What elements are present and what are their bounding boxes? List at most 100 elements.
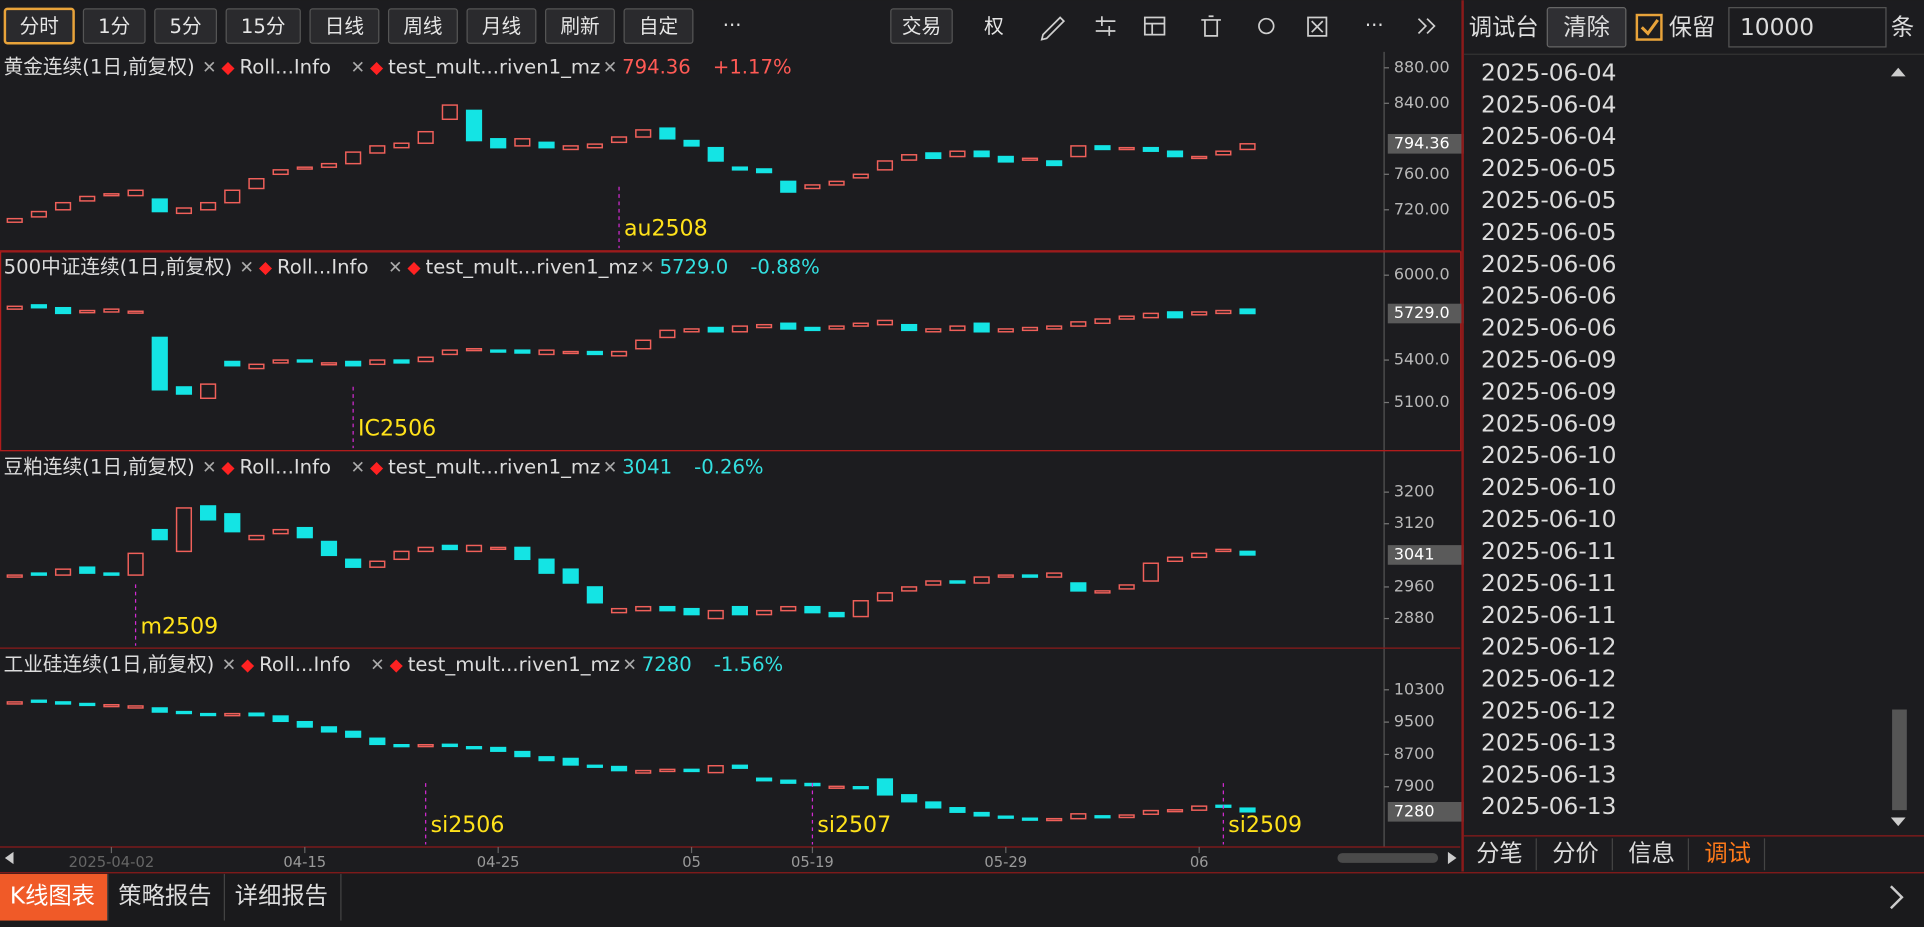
candle-body [973,322,990,333]
candle-body [272,528,289,535]
keep-checkbox[interactable] [1635,13,1663,41]
scroll-right[interactable] [1447,851,1457,865]
remove-indicator[interactable]: ✕ [622,655,636,675]
remove-indicator[interactable]: ✕ [388,258,402,278]
period-button[interactable] [623,8,694,44]
icon-settings[interactable] [1095,16,1116,36]
log-line: 2025-06-04 [1481,59,1616,86]
candle-body [828,785,845,789]
bottom-tab-label: 详细报告 [235,883,328,910]
candle-body [224,712,241,717]
bottom-tab[interactable] [108,873,224,921]
candle-body [925,152,942,160]
candle-body [755,168,773,174]
indicator-name[interactable]: test_mult...riven1_mz [408,653,620,676]
period-button[interactable] [82,8,146,44]
icon-draw[interactable] [1040,16,1066,41]
trade-button[interactable] [890,8,953,44]
candle-body [610,607,628,614]
remove-indicator[interactable]: ✕ [222,655,236,675]
candle-body [780,322,797,330]
console-tab[interactable]: 信息 [1628,840,1675,867]
candle-body [1046,325,1063,330]
indicator-name[interactable]: Roll...Info [240,55,332,78]
candle-body [54,701,72,705]
indicator-name[interactable]: test_mult...riven1_mz [388,455,600,478]
y-tick-label: 760.00 [1394,164,1450,183]
candle-body [224,189,241,204]
candle-body [1215,548,1232,553]
count-input[interactable] [1728,7,1887,48]
period-button[interactable] [154,8,218,44]
icon-layout[interactable] [1143,16,1166,36]
candle-body [1239,143,1256,151]
quote-price: 794.36 [622,55,691,78]
period-button[interactable] [466,8,537,44]
indicator-name[interactable]: Roll...Info [240,455,332,478]
log-line: 2025-06-13 [1481,761,1616,788]
indicator-name[interactable]: Roll...Info [259,653,351,676]
candle-body [79,566,96,574]
remove-indicator[interactable]: ✕ [202,458,216,478]
candle-body [490,546,507,551]
log-scroll-thumb[interactable] [1892,709,1907,811]
period-button[interactable] [387,8,458,44]
period-button[interactable] [309,8,380,44]
console-tab[interactable]: 调试 [1704,840,1751,867]
candle-body [6,701,23,705]
candle-body [1166,311,1184,319]
remove-indicator[interactable]: ✕ [202,58,216,78]
candle-body [949,325,966,332]
period-button[interactable] [225,8,301,44]
candle-body [490,349,507,353]
scroll-left[interactable] [4,851,14,865]
icon-delete[interactable] [1201,15,1221,37]
remove-indicator[interactable]: ✕ [351,58,365,78]
remove-indicator[interactable]: ✕ [240,258,254,278]
log-line: 2025-06-10 [1481,506,1616,533]
contract-label: au2508 [624,217,708,242]
console-tab[interactable]: 分价 [1552,840,1599,867]
y-tick-label: 6000.0 [1394,265,1450,284]
remove-indicator[interactable]: ✕ [603,458,617,478]
bottom-next[interactable] [1890,885,1904,910]
indicator-name[interactable]: test_mult...riven1_mz [426,255,638,278]
icon-close-all[interactable] [1307,16,1328,37]
log-line: 2025-06-10 [1481,474,1616,501]
remove-indicator[interactable]: ✕ [640,258,654,278]
candle-body [417,356,434,363]
icon-gear[interactable] [1258,17,1275,35]
candle-body [731,325,749,333]
x-scroll-thumb[interactable] [1337,853,1439,863]
remove-indicator[interactable]: ✕ [351,458,365,478]
indicator-flag: ◆ [390,655,404,675]
period-button[interactable] [3,7,75,45]
candle-body [562,145,579,151]
candle-body [345,558,362,568]
log-scroll-up[interactable] [1890,67,1906,77]
contract-label: si2509 [1228,813,1302,838]
log-scroll-down[interactable] [1890,817,1906,827]
rights-button[interactable]: 权 [984,15,1004,38]
bottom-tab[interactable] [0,873,108,921]
period-button[interactable] [545,8,615,44]
candle-body [876,592,894,602]
icon-expand[interactable] [1417,18,1436,35]
console-tab[interactable]: 分笔 [1476,840,1523,867]
bottom-tab[interactable] [224,873,341,921]
indicator-name[interactable]: Roll...Info [277,255,369,278]
last-price-label: 5729.0 [1394,303,1450,322]
more-menu[interactable]: ··· [723,14,742,37]
candle-body [1094,318,1111,325]
candle-body [393,359,410,364]
icon-more[interactable]: ··· [1365,14,1384,37]
clear-button[interactable] [1546,7,1627,48]
remove-indicator[interactable]: ✕ [370,655,384,675]
y-tick-label: 3200 [1394,482,1435,501]
contract-label: si2506 [431,813,505,838]
candle-body [949,150,966,158]
indicator-name[interactable]: test_mult...riven1_mz [388,55,600,78]
remove-indicator[interactable]: ✕ [603,58,617,78]
candle-body [514,750,531,758]
candle-body [175,710,193,715]
